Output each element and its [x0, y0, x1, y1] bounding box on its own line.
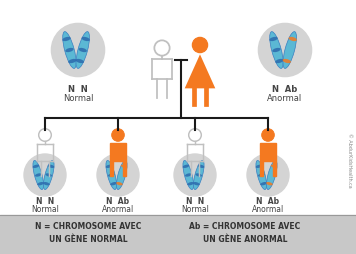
Bar: [110, 144, 126, 161]
Text: N  Ab: N Ab: [106, 197, 130, 206]
Bar: [110, 161, 113, 176]
Ellipse shape: [106, 165, 112, 168]
Ellipse shape: [43, 161, 54, 189]
Ellipse shape: [48, 165, 54, 168]
Ellipse shape: [193, 161, 204, 189]
Circle shape: [192, 37, 208, 53]
Ellipse shape: [183, 165, 189, 168]
Ellipse shape: [266, 161, 277, 189]
Text: Normal: Normal: [63, 94, 93, 103]
Ellipse shape: [82, 37, 90, 41]
Text: Anormal: Anormal: [252, 205, 284, 214]
Bar: [273, 161, 276, 176]
Ellipse shape: [272, 48, 281, 52]
Ellipse shape: [43, 182, 50, 185]
Ellipse shape: [289, 37, 297, 41]
Ellipse shape: [195, 173, 202, 177]
Bar: [123, 161, 126, 176]
Ellipse shape: [106, 161, 116, 189]
Ellipse shape: [46, 173, 52, 177]
Text: Normal: Normal: [181, 205, 209, 214]
Text: N  Ab: N Ab: [256, 197, 279, 206]
Ellipse shape: [79, 48, 87, 52]
Text: © AbdurKidsHealth.ca: © AbdurKidsHealth.ca: [347, 133, 352, 187]
Circle shape: [51, 23, 105, 77]
Circle shape: [262, 129, 274, 141]
Text: Normal: Normal: [31, 205, 59, 214]
Circle shape: [258, 23, 312, 77]
Ellipse shape: [258, 173, 265, 177]
Ellipse shape: [260, 182, 267, 185]
Text: Anormal: Anormal: [102, 205, 134, 214]
Circle shape: [247, 154, 289, 196]
Bar: [0, 0, 356, 215]
Ellipse shape: [75, 59, 84, 63]
Text: N = CHROMOSOME AVEC
UN GÈNE NORMAL: N = CHROMOSOME AVEC UN GÈNE NORMAL: [35, 222, 141, 244]
Ellipse shape: [183, 161, 194, 189]
Ellipse shape: [62, 37, 70, 41]
Ellipse shape: [256, 165, 262, 168]
Ellipse shape: [283, 59, 291, 63]
Ellipse shape: [270, 31, 283, 68]
Ellipse shape: [187, 182, 194, 185]
Ellipse shape: [256, 161, 267, 189]
Ellipse shape: [33, 165, 39, 168]
Ellipse shape: [116, 182, 123, 185]
Text: N  N: N N: [186, 197, 204, 206]
Bar: [260, 161, 263, 176]
Ellipse shape: [65, 48, 74, 52]
Bar: [0, 215, 356, 254]
Ellipse shape: [108, 173, 115, 177]
Ellipse shape: [283, 31, 297, 68]
Ellipse shape: [269, 37, 278, 41]
Ellipse shape: [198, 165, 204, 168]
Ellipse shape: [37, 182, 44, 185]
Ellipse shape: [110, 182, 117, 185]
Ellipse shape: [116, 161, 127, 189]
Ellipse shape: [271, 165, 277, 168]
Ellipse shape: [121, 165, 127, 168]
Text: N  N: N N: [68, 85, 88, 94]
Polygon shape: [185, 54, 215, 88]
Circle shape: [24, 154, 66, 196]
Ellipse shape: [193, 182, 200, 185]
Bar: [260, 144, 276, 161]
Ellipse shape: [275, 59, 284, 63]
Circle shape: [97, 154, 139, 196]
Ellipse shape: [185, 173, 192, 177]
Text: Anormal: Anormal: [267, 94, 303, 103]
Circle shape: [174, 154, 216, 196]
Ellipse shape: [68, 59, 77, 63]
Text: N  N: N N: [36, 197, 54, 206]
Text: N  Ab: N Ab: [272, 85, 298, 94]
Text: Ab = CHROMOSOME AVEC
UN GÈNE ANORMAL: Ab = CHROMOSOME AVEC UN GÈNE ANORMAL: [189, 222, 300, 244]
Ellipse shape: [266, 182, 273, 185]
Ellipse shape: [33, 161, 43, 189]
Ellipse shape: [76, 31, 89, 68]
Ellipse shape: [63, 31, 76, 68]
Ellipse shape: [35, 173, 42, 177]
Circle shape: [112, 129, 124, 141]
